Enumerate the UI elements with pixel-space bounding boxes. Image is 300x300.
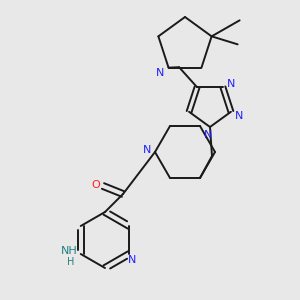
Text: N: N [156, 68, 165, 78]
Text: H: H [67, 257, 74, 267]
Text: NH: NH [60, 246, 77, 256]
Text: N: N [235, 111, 243, 121]
Text: O: O [92, 180, 100, 190]
Text: N: N [143, 145, 151, 155]
Text: N: N [128, 255, 136, 265]
Text: N: N [204, 130, 212, 140]
Text: N: N [227, 79, 235, 89]
